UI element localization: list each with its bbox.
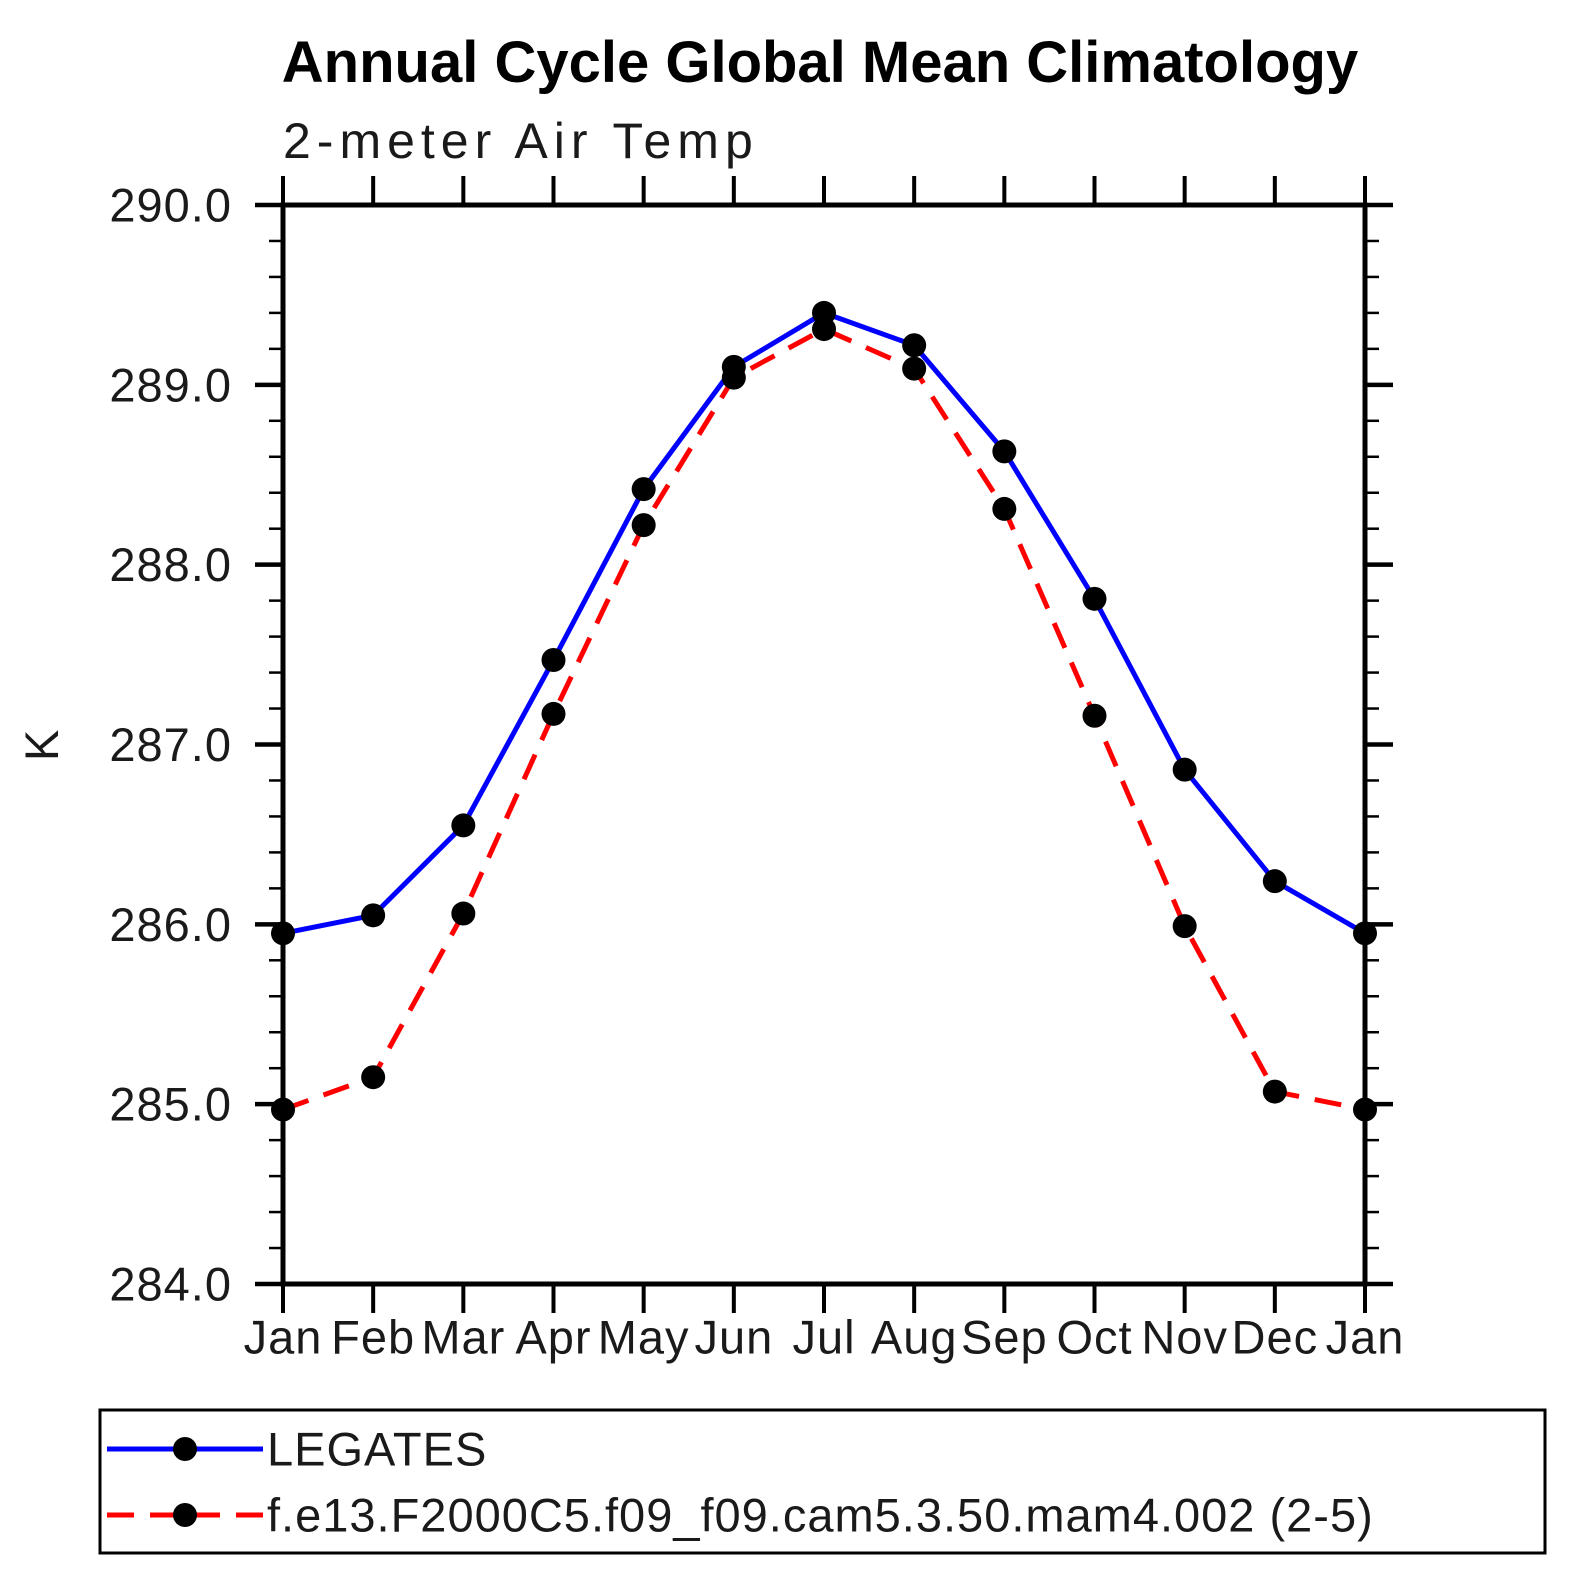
legates-data-point-marker xyxy=(271,921,295,946)
y-axis-tick-label: 286.0 xyxy=(109,898,232,951)
x-axis-tick-label: Apr xyxy=(515,1310,591,1363)
model-data-point-marker xyxy=(721,365,746,390)
legend: LEGATES f.e13.F2000C5.f09_f09.cam5.3.50.… xyxy=(98,1408,1547,1555)
legend-label-model: f.e13.F2000C5.f09_f09.cam5.3.50.mam4.002… xyxy=(267,1488,1374,1541)
model-data-point-marker xyxy=(631,513,656,538)
y-axis-tick-label: 290.0 xyxy=(109,178,232,231)
x-axis-tick-label: Jul xyxy=(792,1310,855,1363)
model-data-point-marker xyxy=(1353,1097,1377,1122)
x-axis-tick-label: Mar xyxy=(421,1310,505,1363)
legates-data-point-marker xyxy=(631,477,656,502)
y-axis-tick-label: 289.0 xyxy=(109,358,232,411)
model-data-point-marker xyxy=(271,1097,295,1122)
legates-data-point-marker xyxy=(1353,921,1377,946)
series-lines xyxy=(271,300,1377,1122)
legend-box xyxy=(98,1408,1547,1555)
x-axis-tick-label: Jun xyxy=(694,1310,773,1363)
legates-data-point-marker xyxy=(1262,869,1287,894)
model-line xyxy=(282,326,1366,1113)
model-data-point-marker xyxy=(992,496,1017,521)
x-axis-tick-label: Oct xyxy=(1056,1310,1132,1363)
legates-data-point-marker xyxy=(1082,586,1107,611)
legend-label-legates: LEGATES xyxy=(267,1422,487,1475)
y-axis-tick-label: 285.0 xyxy=(109,1078,232,1131)
x-axis-tick-label: Dec xyxy=(1232,1310,1319,1363)
x-axis-tick-label: May xyxy=(598,1310,690,1363)
legates-data-point-marker xyxy=(1172,757,1197,782)
x-axis-tick-label: Feb xyxy=(331,1310,415,1363)
legates-data-point-marker xyxy=(992,439,1017,464)
legates-line xyxy=(282,310,1367,936)
legates-data-point-marker xyxy=(902,333,927,358)
model-data-point-marker xyxy=(361,1065,386,1090)
model-data-point-marker xyxy=(451,901,476,926)
y-axis-tick-label: 287.0 xyxy=(109,718,232,771)
x-axis-tick-label: Aug xyxy=(871,1310,958,1363)
y-axis-tick-label: 288.0 xyxy=(109,538,232,591)
model-data-point-marker xyxy=(812,317,836,342)
x-axis-tick-label: Jan xyxy=(244,1310,323,1363)
legates-data-point-marker xyxy=(541,647,566,672)
model-data-point-marker xyxy=(1262,1079,1287,1104)
chart-title: Annual Cycle Global Mean Climatology xyxy=(282,30,1358,95)
model-data-point-marker xyxy=(902,356,927,381)
x-axis-tick-label: Jan xyxy=(1326,1310,1405,1363)
chart-subtitle: 2-meter Air Temp xyxy=(283,113,759,169)
model-data-point-marker xyxy=(1172,914,1197,939)
model-data-point-marker xyxy=(1082,703,1107,728)
x-axis-tick-label: Sep xyxy=(961,1310,1048,1363)
x-axis-tick-label: Nov xyxy=(1141,1310,1228,1363)
y-axis-label: K xyxy=(15,729,68,761)
y-axis-tick-label: 284.0 xyxy=(109,1257,232,1310)
legates-data-point-marker xyxy=(451,813,476,838)
model-data-point-marker xyxy=(541,701,566,726)
legend-sample-marker-legates xyxy=(173,1437,197,1461)
legend-samples xyxy=(107,1437,263,1527)
legend-sample-marker-model xyxy=(173,1503,197,1527)
legates-data-point-marker xyxy=(361,903,386,928)
